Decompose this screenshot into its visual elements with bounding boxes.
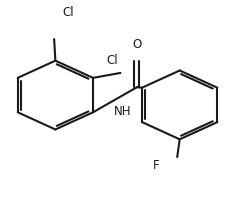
Text: F: F [153,159,160,172]
Text: O: O [132,38,141,51]
Text: Cl: Cl [106,54,118,67]
Text: Cl: Cl [62,6,74,19]
Text: NH: NH [114,105,131,118]
